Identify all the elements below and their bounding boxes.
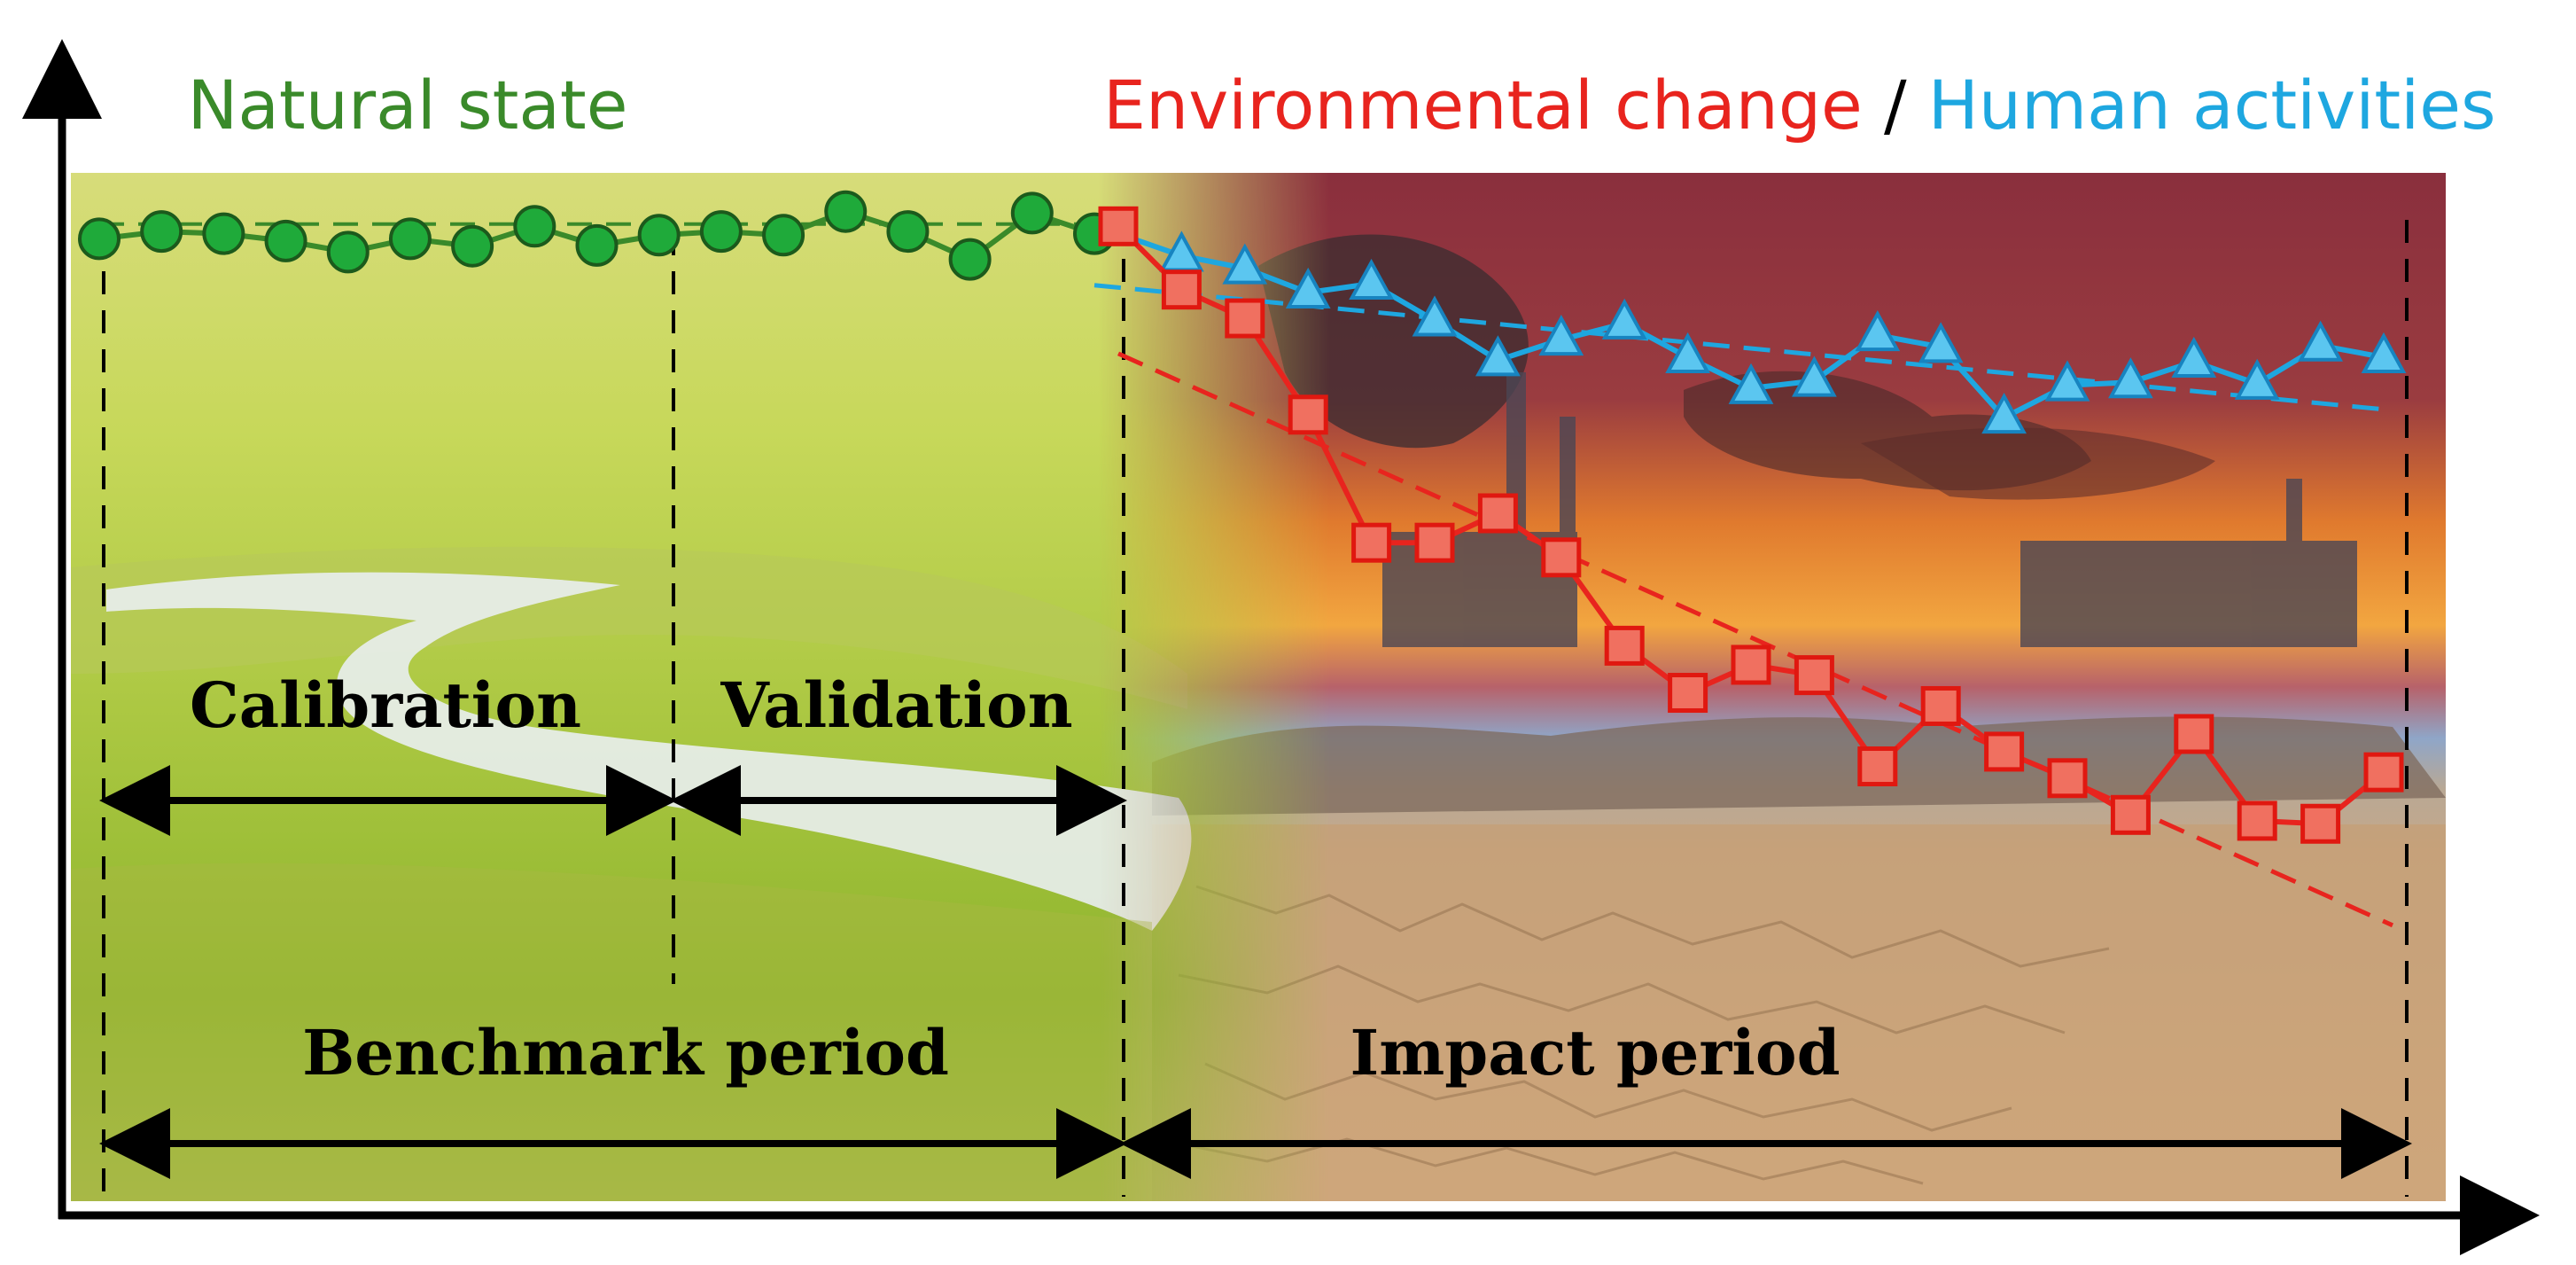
- human-point: [1855, 309, 1901, 352]
- human-point: [2044, 360, 2090, 402]
- env-point: [1225, 298, 1265, 339]
- env-point: [1857, 746, 1898, 787]
- benchmark-period-label: Benchmark period: [302, 1016, 949, 1089]
- natural-point: [202, 212, 245, 255]
- env-trend-line: [1117, 351, 2394, 928]
- env-point: [1731, 644, 1771, 685]
- env-point: [1920, 685, 1961, 726]
- natural-point: [264, 219, 307, 262]
- human-point: [1285, 267, 1331, 308]
- period-dividers: [102, 220, 2409, 1197]
- env-point: [1794, 655, 1834, 696]
- human-point: [1981, 392, 2027, 434]
- natural-point: [140, 210, 183, 254]
- human-point: [1538, 314, 1584, 356]
- env-point: [2237, 800, 2277, 841]
- env-point: [1351, 522, 1392, 563]
- env-point: [1288, 394, 1328, 435]
- human-point: [2361, 332, 2407, 374]
- natural-point: [886, 210, 930, 254]
- human-point: [1412, 295, 1458, 337]
- env-point: [1098, 206, 1139, 246]
- human-point: [1222, 243, 1268, 285]
- env-point: [1161, 269, 1202, 310]
- env-point: [1668, 673, 1708, 714]
- natural-point: [326, 230, 370, 274]
- environmental-change-title: Environmental change: [1103, 66, 1863, 144]
- validation-label: Validation: [720, 668, 1072, 742]
- human-point: [1601, 298, 1647, 340]
- env-point: [2174, 714, 2214, 754]
- axes: [21, 39, 2540, 1255]
- env-point: [1541, 537, 1582, 578]
- period-arrows: [99, 765, 2412, 1179]
- env-point: [1477, 493, 1518, 534]
- human-point: [2234, 358, 2280, 400]
- human-point: [2171, 336, 2217, 379]
- natural-state-title: Natural state: [187, 66, 627, 144]
- human-activities-series: [1117, 230, 2407, 434]
- human-point: [2108, 357, 2153, 399]
- env-point: [1414, 522, 1455, 563]
- natural-point: [78, 217, 121, 261]
- human-point: [2298, 320, 2343, 362]
- calibration-label: Calibration: [190, 668, 581, 742]
- env-point: [2110, 794, 2151, 835]
- natural-point: [513, 205, 556, 248]
- natural-point: [948, 238, 992, 281]
- human-point: [1918, 322, 1964, 363]
- env-point: [1604, 625, 1645, 666]
- human-point: [1349, 258, 1394, 301]
- natural-point: [1010, 191, 1054, 235]
- natural-point: [762, 214, 805, 257]
- human-point: [1665, 332, 1710, 374]
- natural-point: [699, 210, 743, 254]
- env-point: [2363, 752, 2404, 793]
- human-point: [1475, 335, 1521, 377]
- human-point: [1792, 355, 1837, 397]
- human-point: [1728, 363, 1774, 404]
- natural-point: [824, 190, 868, 233]
- impact-title: Environmental change / Human activities: [1103, 66, 2496, 144]
- title-separator: /: [1863, 66, 1928, 144]
- natural-point: [451, 224, 494, 268]
- natural-point: [575, 223, 619, 267]
- natural-point: [637, 214, 681, 257]
- env-point: [2300, 803, 2341, 844]
- impact-period-label: Impact period: [1350, 1016, 1840, 1089]
- environmental-change-series: [1098, 206, 2404, 844]
- env-point: [2047, 758, 2088, 799]
- natural-state-series: [78, 190, 1119, 281]
- human-activities-title: Human activities: [1928, 66, 2496, 144]
- natural-point: [388, 217, 432, 261]
- env-point: [1984, 731, 2025, 772]
